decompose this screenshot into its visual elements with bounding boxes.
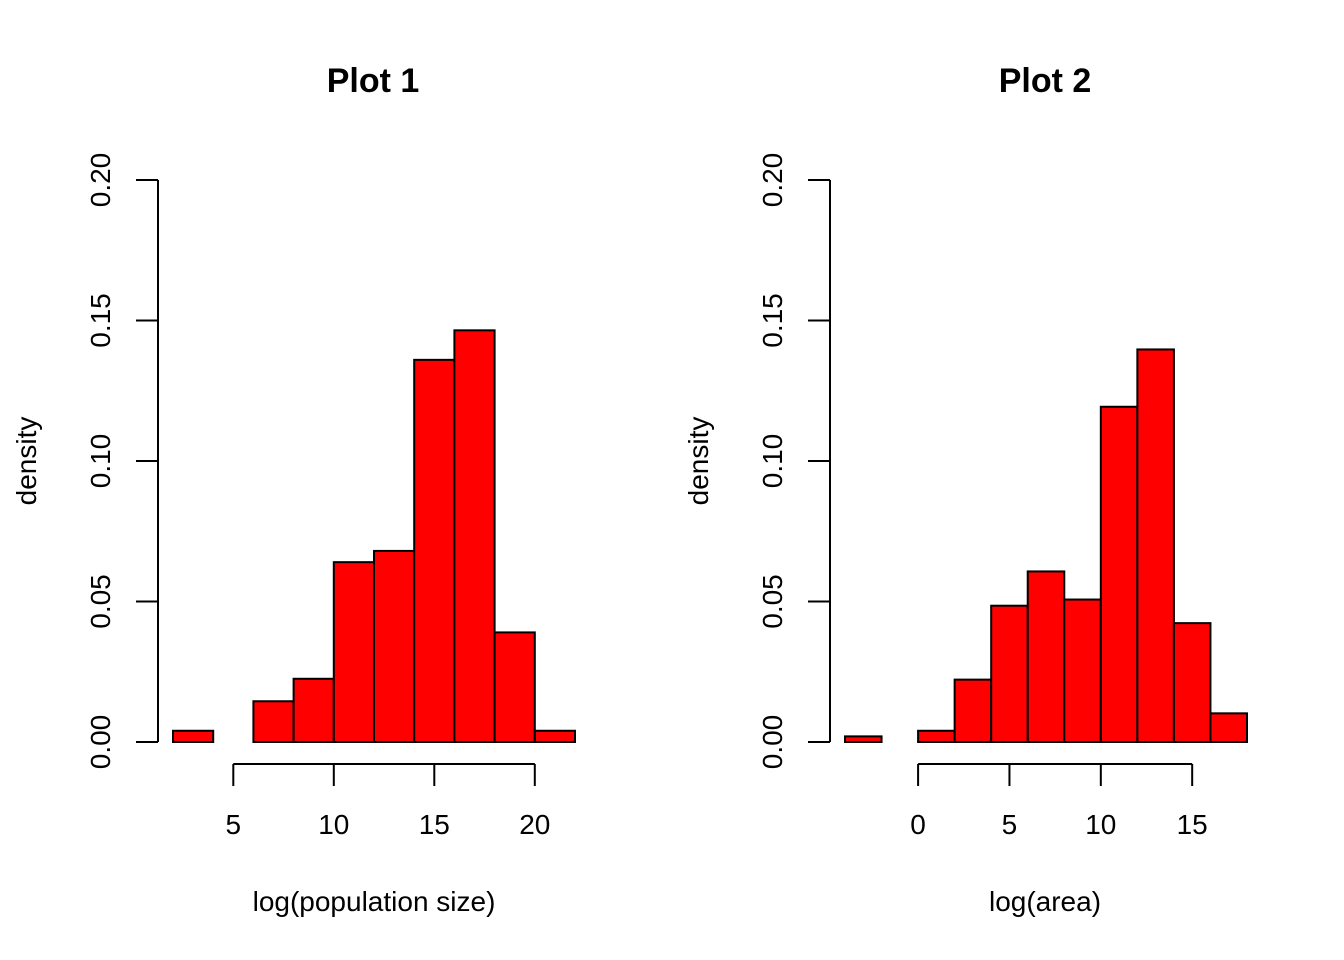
histogram-bar [292, 677, 335, 744]
plot-1-y-axis-label: density [11, 417, 42, 506]
plot-1-panel: Plot 1 0.00 0.05 0.10 0.15 0.20 5 10 15 20 log(… [11, 62, 576, 917]
histogram-bar [493, 631, 536, 743]
x-tick-label: 10 [318, 809, 349, 840]
histogram-bar [1209, 712, 1249, 744]
plot-2-panel: Plot 2 0.00 0.05 0.10 0.15 0.20 0 5 10 15 log(a… [683, 62, 1249, 917]
histogram-bar [1172, 622, 1212, 744]
plot-2-y-axis-label: density [683, 417, 714, 506]
plot-2-bars [844, 348, 1249, 744]
histogram-bar [172, 729, 215, 744]
y-tick-label: 0.10 [85, 434, 116, 489]
x-tick-label: 0 [910, 809, 926, 840]
y-tick-label: 0.20 [757, 153, 788, 208]
histogram-bar [1063, 598, 1102, 744]
histogram-bar [332, 561, 375, 743]
plot-1-title: Plot 1 [327, 62, 420, 100]
y-tick-label: 0.15 [757, 293, 788, 348]
y-tick-label: 0.00 [757, 715, 788, 770]
histogram-bar [1026, 570, 1066, 743]
histogram-bar [1136, 348, 1175, 743]
y-tick-label: 0.00 [85, 715, 116, 770]
y-tick-label: 0.10 [757, 434, 788, 489]
plot-1-x-axis-label: log(population size) [253, 886, 496, 917]
plot-2-y-axis: 0.00 0.05 0.10 0.15 0.20 [757, 153, 831, 770]
x-tick-label: 10 [1085, 809, 1116, 840]
x-tick-label: 15 [419, 809, 450, 840]
histogram-bar [990, 604, 1029, 744]
x-tick-label: 5 [226, 809, 242, 840]
histogram-bar [533, 729, 576, 744]
y-tick-label: 0.20 [85, 153, 116, 208]
histogram-bar [844, 735, 883, 744]
x-tick-label: 15 [1177, 809, 1208, 840]
plot-1-x-axis: 5 10 15 20 [226, 763, 550, 840]
histogram-bar [953, 678, 993, 743]
x-tick-label: 20 [519, 809, 550, 840]
histogram-bar [252, 700, 295, 744]
plot-2-x-axis: 0 5 10 15 [910, 763, 1208, 840]
plot-1-bars [172, 329, 576, 744]
histogram-bar [413, 358, 456, 743]
y-tick-label: 0.05 [85, 574, 116, 629]
plot-1-y-axis: 0.00 0.05 0.10 0.15 0.20 [85, 153, 159, 770]
histogram-bar [1099, 405, 1139, 743]
plot-2-title: Plot 2 [999, 62, 1092, 100]
x-tick-label: 5 [1002, 809, 1018, 840]
histogram-bar [373, 549, 416, 743]
histogram-bar [453, 329, 496, 743]
histogram-bar [917, 729, 956, 744]
y-tick-label: 0.15 [85, 293, 116, 348]
y-tick-label: 0.05 [757, 574, 788, 629]
plot-2-x-axis-label: log(area) [989, 886, 1101, 917]
